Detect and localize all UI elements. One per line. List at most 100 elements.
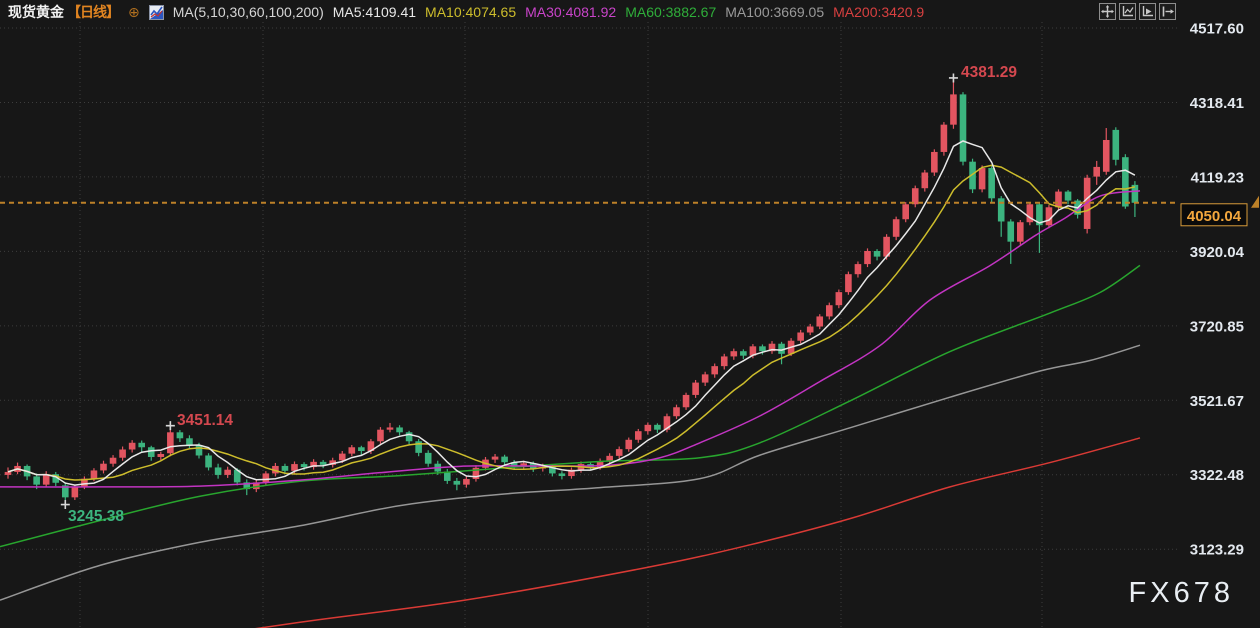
candle-body bbox=[854, 264, 862, 275]
candle-body bbox=[950, 94, 957, 125]
candle-body bbox=[138, 442, 145, 448]
candle-body bbox=[147, 447, 155, 457]
candle-body bbox=[797, 332, 804, 341]
candle-body bbox=[720, 356, 728, 367]
candle-body bbox=[806, 326, 814, 333]
go-to-latest-button[interactable] bbox=[1159, 3, 1176, 20]
price-tick-label: 4517.60 bbox=[1190, 21, 1244, 38]
candle-body bbox=[1064, 191, 1072, 201]
axes-icon bbox=[1122, 6, 1134, 17]
chart-toolbar bbox=[1099, 3, 1176, 20]
candle-body bbox=[205, 455, 212, 468]
ma-line-ma60 bbox=[0, 264, 1141, 548]
candle-body bbox=[243, 482, 251, 490]
candle-body bbox=[128, 442, 136, 450]
ma30-value: MA30:4081.92 bbox=[525, 4, 617, 20]
candle-body bbox=[978, 168, 986, 190]
candle-body bbox=[1045, 207, 1053, 226]
candle-body bbox=[424, 452, 432, 464]
ma100-value: MA100:3669.05 bbox=[725, 4, 825, 20]
price-tick-label: 3521.67 bbox=[1190, 393, 1244, 410]
annotation-3245.38: 3245.38 bbox=[68, 508, 124, 525]
auto-scale-button[interactable] bbox=[1139, 3, 1156, 20]
candle-body bbox=[233, 469, 241, 483]
candle-body bbox=[1055, 191, 1062, 208]
price-tick-label: 3920.04 bbox=[1190, 244, 1245, 261]
candle-body bbox=[33, 476, 40, 485]
candle-body bbox=[42, 474, 50, 485]
candle-body bbox=[883, 236, 890, 257]
candle-body bbox=[759, 346, 766, 352]
candle-body bbox=[845, 274, 852, 293]
candle-body bbox=[415, 441, 422, 453]
candle-body bbox=[157, 453, 165, 457]
candle-body bbox=[262, 473, 270, 483]
price-tick-label: 3720.85 bbox=[1190, 318, 1244, 335]
symbol-name: 现货黄金 bbox=[8, 4, 64, 20]
candle-body bbox=[62, 485, 69, 498]
ma200-value: MA200:3420.9 bbox=[833, 4, 925, 20]
scale-axes-button[interactable] bbox=[1119, 3, 1136, 20]
candle-body bbox=[1026, 204, 1034, 223]
candle-body bbox=[663, 416, 671, 430]
ma-line-ma10 bbox=[7, 164, 1136, 481]
ma-line-ma200 bbox=[254, 437, 1141, 628]
grid bbox=[0, 22, 1178, 628]
chart-type-icon[interactable] bbox=[148, 4, 164, 20]
candle-body bbox=[520, 463, 527, 466]
candle-body bbox=[902, 204, 909, 220]
candle-body bbox=[606, 455, 613, 462]
extreme-marker bbox=[165, 421, 175, 431]
candle-body bbox=[921, 172, 929, 189]
price-axis[interactable]: 4517.60 4318.41 4119.23 3920.04 3720.85 3521.… bbox=[1190, 21, 1245, 559]
candle-body bbox=[596, 461, 604, 468]
candle-body bbox=[701, 374, 709, 383]
candle-body bbox=[310, 461, 317, 468]
candle-body bbox=[1131, 184, 1139, 203]
candle-body bbox=[358, 447, 365, 451]
candle-body bbox=[272, 465, 279, 474]
candle-body bbox=[644, 424, 652, 432]
candle-body bbox=[90, 470, 98, 479]
candle-body bbox=[1112, 129, 1120, 160]
last-price-value: 4050.04 bbox=[1187, 208, 1242, 225]
candle-body bbox=[71, 486, 79, 498]
candle-body bbox=[329, 460, 336, 465]
candle-body bbox=[501, 456, 508, 463]
candle-body bbox=[195, 445, 203, 456]
candle-body bbox=[224, 469, 231, 475]
candle-body bbox=[969, 161, 976, 190]
candle-body bbox=[892, 219, 900, 237]
candle-body bbox=[911, 188, 919, 205]
candle-body bbox=[549, 467, 556, 474]
candle-body bbox=[100, 463, 107, 471]
ma60-value: MA60:3882.67 bbox=[625, 4, 717, 20]
candle-body bbox=[396, 427, 403, 433]
candle-body bbox=[625, 439, 633, 450]
candle-body bbox=[615, 449, 623, 456]
add-indicator-icon[interactable]: ⊕ bbox=[128, 4, 140, 20]
candle-body bbox=[444, 471, 451, 481]
candle-body bbox=[673, 407, 680, 417]
move-tool-button[interactable] bbox=[1099, 3, 1116, 20]
price-tick-label: 3322.48 bbox=[1190, 467, 1244, 484]
price-tick-label: 3123.29 bbox=[1190, 542, 1244, 559]
candle-body bbox=[692, 382, 699, 395]
candle-body bbox=[1102, 139, 1110, 172]
candle-body bbox=[730, 351, 738, 357]
candle-body bbox=[186, 438, 193, 446]
latest-price-marker bbox=[1251, 195, 1259, 208]
candle-body bbox=[291, 464, 298, 471]
timeframe-label: 【日线】 bbox=[67, 4, 120, 20]
candle-body bbox=[558, 473, 566, 477]
candle-body bbox=[931, 151, 938, 173]
candle-body bbox=[568, 469, 575, 477]
watermark-logo: FX678 bbox=[1128, 577, 1234, 609]
candle-body bbox=[281, 465, 289, 471]
candle-body bbox=[940, 124, 948, 152]
arrow-to-right-icon bbox=[1162, 6, 1174, 17]
candle-body bbox=[4, 471, 12, 475]
candle-body bbox=[453, 480, 461, 485]
candle-body bbox=[654, 424, 661, 430]
